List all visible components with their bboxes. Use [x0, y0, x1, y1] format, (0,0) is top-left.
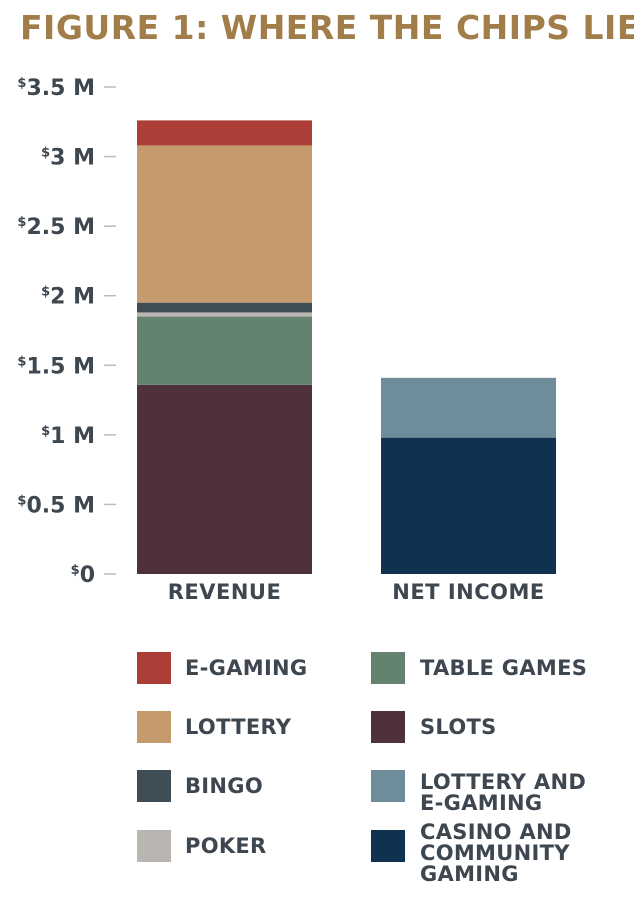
legend-swatch — [371, 770, 405, 802]
legend-swatch — [371, 711, 405, 743]
y-tick-label: $0.5 M — [17, 493, 95, 518]
legend-swatch — [371, 652, 405, 684]
legend-label: BINGO — [185, 773, 263, 798]
legend-label: LOTTERY — [185, 714, 292, 739]
y-tick-label: $2 M — [41, 285, 95, 310]
legend-swatch — [137, 770, 171, 802]
bar-segment-poker — [137, 312, 312, 317]
y-tick-label: $1 M — [41, 424, 95, 449]
legend-label: SLOTS — [420, 714, 497, 739]
legend-label: CASINO AND COMMUNITY GAMING — [420, 819, 572, 886]
legend-label: E-GAMING — [185, 655, 308, 680]
y-tick-label: $3.5 M — [17, 76, 95, 101]
category-label: NET INCOME — [392, 580, 544, 604]
legend-swatch — [137, 652, 171, 684]
legend-label: TABLE GAMES — [420, 655, 588, 680]
bar-segment-lottery — [137, 145, 312, 303]
bar-segment-casino-and-community-gaming — [381, 437, 556, 574]
bar-segment-lottery-and-e-gaming — [381, 377, 556, 438]
bar-segment-slots — [137, 384, 312, 574]
bar-segment-table-games — [137, 316, 312, 385]
stacked-bar-chart: $0 $0.5 M $1 M $1.5 M $2 M $2.5 M $3 M $3.5 M RE… — [17, 76, 556, 604]
y-tick-label: $3 M — [41, 146, 95, 171]
chart-title: FIGURE 1: WHERE THE CHIPS LIE — [20, 8, 634, 47]
y-tick-label: $2.5 M — [17, 215, 95, 240]
bar-segment-e-gaming — [137, 120, 312, 146]
y-tick-label: $0 — [71, 563, 95, 588]
legend-swatch — [137, 830, 171, 862]
legend-swatch — [371, 830, 405, 862]
legend-label: POKER — [185, 833, 267, 858]
y-tick-label: $1.5 M — [17, 354, 95, 379]
bar-segment-bingo — [137, 302, 312, 313]
category-label: REVENUE — [168, 580, 282, 604]
legend-swatch — [137, 711, 171, 743]
legend-label: LOTTERY AND E-GAMING — [420, 770, 587, 815]
